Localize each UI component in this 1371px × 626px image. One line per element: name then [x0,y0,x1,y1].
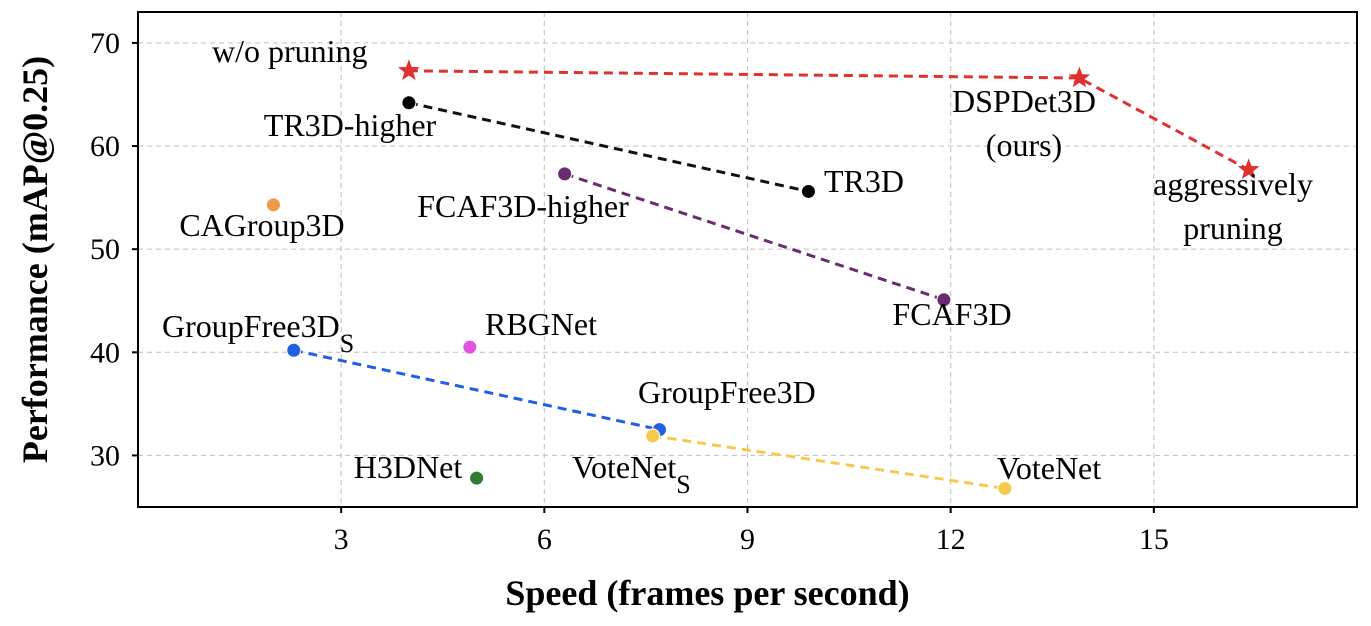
series-line-dspdet3d [408,69,1250,172]
label-votenet-s: VoteNetS [572,449,691,499]
label-aggressively-pruning: aggressively pruning [1153,166,1313,246]
x-axis-title: Speed (frames per second) [505,573,909,613]
label-fcaf3d-higher: FCAF3D-higher [417,188,629,224]
grid-lines [138,12,1357,507]
x-tick-label: 9 [740,523,755,556]
series-line-tr3d [408,101,809,193]
label-groupfree3d: GroupFree3D [638,374,816,410]
marker-votenet [997,480,1013,496]
series-line-groupfree3d [293,348,660,432]
y-tick-label: 50 [90,233,120,266]
x-tick-label: 15 [1139,523,1169,556]
y-tick-label: 70 [90,27,120,60]
series-line-fcaf3d [564,172,945,302]
label-dspdet3d-ours: DSPDet3D (ours) [952,83,1096,163]
x-tick-label: 12 [936,523,966,556]
marker-cagroup3d [265,197,281,213]
x-tick-label: 3 [334,523,349,556]
data-markers [265,59,1260,496]
label-votenet: VoteNet [997,450,1101,486]
marker-fcaf3d [936,292,952,308]
y-axis-title: Performance (mAP@0.25) [15,56,55,463]
label-groupfree3d-s: GroupFree3DS [162,308,354,358]
series-lines [293,69,1250,490]
tick-labels: 3 6 9 12 15 30 40 50 60 70 [90,27,1169,556]
plot-frame [137,11,1358,508]
y-tick-label: 40 [90,336,120,369]
marker-tr3d [800,183,816,199]
marker-groupfree3d-s [286,342,302,358]
marker-h3dnet [469,470,485,486]
y-tick-label: 60 [90,130,120,163]
marker-dspdet3d-ours [1068,66,1091,88]
label-w-o-pruning: w/o pruning [212,33,368,69]
x-tick-label: 6 [537,523,552,556]
y-tick-label: 30 [90,439,120,472]
label-h3dnet: H3DNet [354,449,463,485]
label-tr3d: TR3D [824,163,904,199]
label-fcaf3d: FCAF3D [892,296,1011,332]
marker-fcaf3d-higher [557,166,573,182]
series-line-votenet [652,434,1006,490]
label-tr3d-higher: TR3D-higher [264,107,437,143]
marker-rbgnet [462,339,478,355]
marker-aggressively-pruning [1237,158,1260,180]
marker-tr3d-higher [401,95,417,111]
point-labels: w/o pruning DSPDet3D (ours) aggressively pru… [162,33,1313,499]
label-cagroup3d: CAGroup3D [179,207,344,243]
label-rbgnet: RBGNet [485,306,597,342]
marker-w-o-pruning [398,59,420,81]
marker-votenet-s [645,428,661,444]
